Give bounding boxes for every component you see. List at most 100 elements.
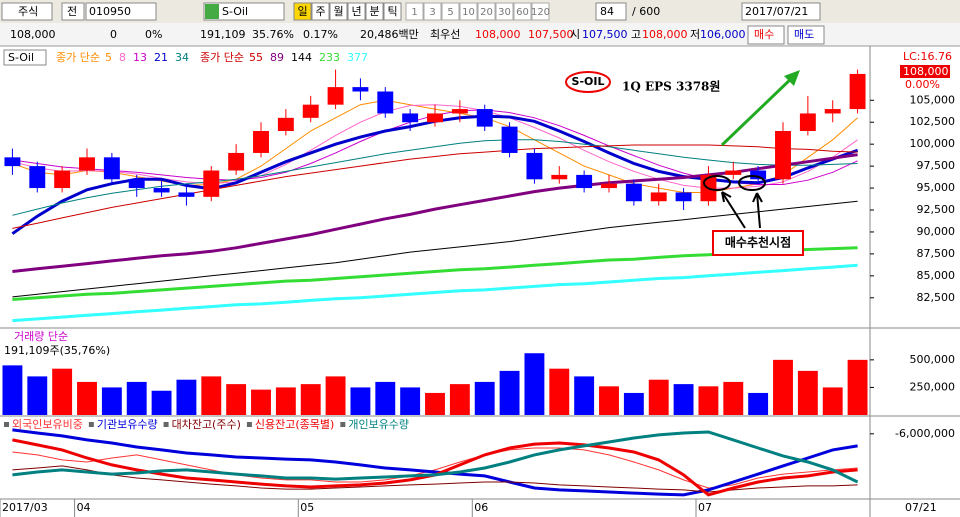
volume-bar: [52, 368, 73, 415]
interval-label: 20: [480, 7, 493, 18]
candle-body: [402, 113, 419, 123]
date-input[interactable]: [741, 2, 821, 21]
candle-body: [54, 170, 71, 189]
y-tick-label: 82,500: [917, 291, 956, 304]
candle-body: [79, 157, 95, 171]
volume-bar: [300, 384, 321, 415]
period-button[interactable]: [365, 2, 384, 21]
legend-marker: [163, 422, 169, 427]
interval-button[interactable]: [495, 2, 514, 21]
annotation-callout: 매수추천시점: [725, 235, 791, 250]
change-label: 0.00%: [905, 78, 940, 91]
turnover: 35.76%: [252, 28, 294, 41]
legend-entry: 8: [119, 51, 126, 64]
moving-average-line: [12, 153, 858, 273]
volume-bar: [648, 379, 669, 415]
code: 010950: [89, 5, 131, 18]
legend-entry: 외국인보유비중: [12, 418, 83, 431]
count: 84: [600, 5, 614, 18]
prev-button[interactable]: [61, 2, 85, 21]
signal-ellipse: [738, 175, 766, 191]
moving-average-line: [12, 139, 858, 216]
volume-bar: [27, 376, 48, 415]
volume-bar: [524, 353, 545, 415]
interval-button[interactable]: [459, 2, 478, 21]
legend-entry: 5: [105, 51, 112, 64]
volume: 191,109: [200, 28, 246, 41]
volume-bar: [176, 379, 197, 415]
trend-arrow: [720, 73, 797, 147]
period-label: 일: [297, 4, 307, 18]
interval-button[interactable]: [531, 2, 550, 21]
legend-marker: [340, 422, 346, 427]
volume-bar: [350, 387, 371, 415]
volume-bar: [623, 392, 644, 415]
buy-button[interactable]: [747, 25, 785, 45]
panel-subtitle: 191,109주(35,76%): [4, 344, 110, 357]
stock-name: S-Oil: [222, 5, 248, 18]
period-label: 월: [333, 5, 343, 18]
y-tick-label: 95,000: [917, 181, 956, 194]
legend-marker: [4, 422, 9, 427]
high-label: 고: [631, 28, 641, 41]
icon: [205, 4, 219, 19]
volume-bar: [251, 389, 271, 415]
period-button[interactable]: [383, 2, 402, 21]
interval-button[interactable]: [441, 2, 460, 21]
candle-body: [4, 157, 21, 167]
interval-button[interactable]: [423, 2, 442, 21]
legend-marker: [88, 422, 94, 427]
x-tick-label: 2017/03: [2, 501, 48, 514]
sell-button[interactable]: [787, 25, 825, 45]
y-tick-label: 85,000: [917, 269, 956, 282]
count-input[interactable]: [595, 2, 627, 21]
volume-bar: [474, 381, 495, 415]
volume-bar: [400, 387, 421, 415]
volume-bar: [151, 390, 172, 415]
candle-body: [625, 183, 642, 202]
interval-button[interactable]: [513, 2, 532, 21]
name-box: [203, 2, 285, 21]
best-label: 최우선: [430, 28, 460, 41]
candle-body: [451, 109, 468, 114]
period-button[interactable]: [347, 2, 366, 21]
candle-body: [775, 131, 791, 180]
amount: 20,486백만: [360, 28, 419, 41]
y-tick-label: -6,000,000: [895, 427, 955, 440]
volume-bar: [226, 384, 247, 415]
annotation-note: 1Q EPS 3378원: [622, 80, 720, 94]
volume-bar: [126, 381, 147, 415]
interval-label: 5: [447, 7, 453, 18]
code-input[interactable]: [85, 2, 157, 21]
volume-bar: [77, 381, 97, 415]
volume-bar: [748, 392, 769, 415]
period-button[interactable]: [311, 2, 330, 21]
interval-button[interactable]: [405, 2, 424, 21]
period-label: 분: [369, 5, 379, 18]
volume-bar: [101, 387, 122, 415]
candle-body: [725, 170, 742, 175]
y-tick-label: 92,500: [917, 203, 956, 216]
candle-body: [103, 157, 120, 180]
candle-body: [302, 104, 319, 118]
ask: 108,000: [475, 28, 521, 41]
y-tick-label: 100,000: [910, 137, 956, 150]
volume-bar: [549, 368, 570, 415]
candle-body: [750, 170, 767, 180]
legend-entry: 233: [319, 51, 340, 64]
change: 0: [110, 28, 117, 41]
candle-body: [849, 73, 866, 110]
volume-bar: [723, 381, 744, 415]
interval-button[interactable]: [477, 2, 496, 21]
badge-ellipse: [565, 71, 611, 93]
period-button[interactable]: [329, 2, 348, 21]
volume-bar: [599, 386, 619, 415]
moving-average-line: [12, 144, 858, 229]
arrow-head: [784, 70, 800, 86]
period-button[interactable]: [293, 2, 312, 21]
y-tick-label: 102,500: [910, 115, 956, 128]
candle-body: [824, 109, 841, 114]
open-label: 시: [570, 28, 580, 41]
market-select[interactable]: [1, 2, 53, 21]
candle-body: [277, 117, 294, 132]
